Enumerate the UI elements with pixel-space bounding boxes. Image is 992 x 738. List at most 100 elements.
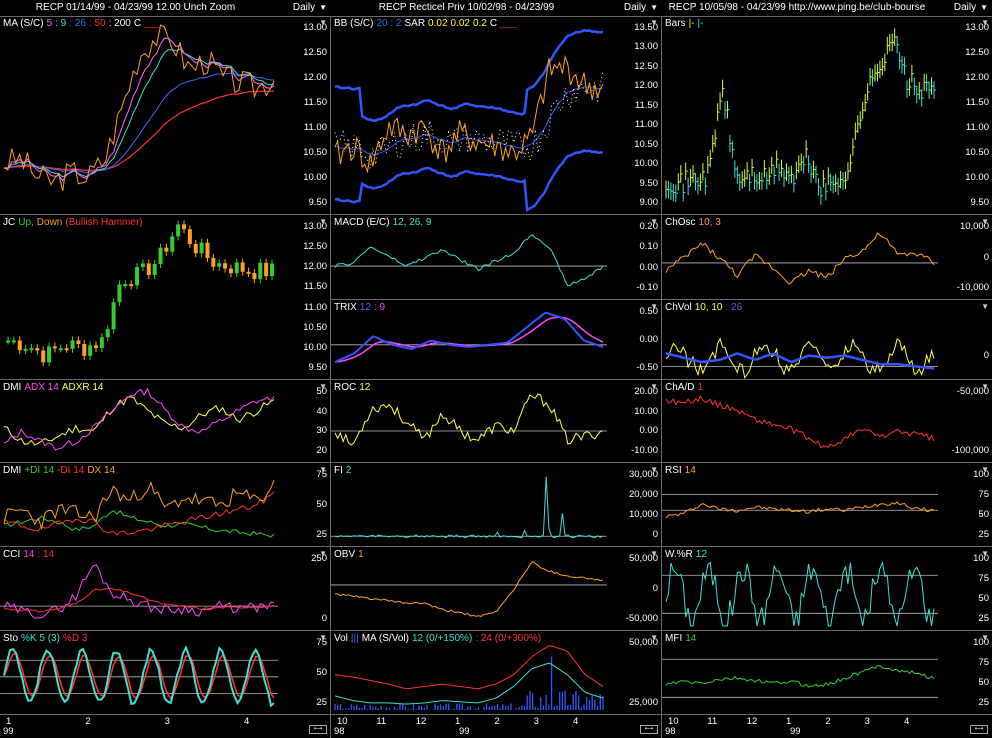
- indicator-legend[interactable]: ChA/D 1: [665, 382, 706, 393]
- panel-menu-arrow-icon[interactable]: ▼: [981, 549, 989, 558]
- legend-text: ADXR 14: [61, 382, 104, 393]
- indicator-panel-bb[interactable]: BB (S/C) 20 : 2 SAR 0.02 0.02 0.2 C ___ ▼ 13.50 13…: [331, 16, 661, 215]
- y-axis-tick-label: 13.00: [965, 22, 989, 33]
- indicator-panel-obv[interactable]: OBV 1 ▼ 50,000 0 -50,000: [331, 547, 661, 631]
- scroll-arrows-icon[interactable]: ⟷: [970, 725, 988, 734]
- indicator-panel-macd[interactable]: MACD (E/C) 12, 26, 9 ▼ 0.20 0.10 0.00 -0.10: [331, 215, 661, 300]
- scroll-arrows-icon[interactable]: ⟷: [640, 725, 658, 734]
- chart-title: RECP Recticel Priv 10/02/98 - 04/23/99: [378, 2, 555, 13]
- indicator-legend[interactable]: OBV 1: [334, 549, 367, 560]
- indicator-legend[interactable]: JC Up, Down (Bullish Hammer): [3, 217, 146, 228]
- panel-menu-arrow-icon[interactable]: ▼: [319, 382, 327, 391]
- panel-menu-arrow-icon[interactable]: ▼: [981, 465, 989, 474]
- indicator-legend[interactable]: Vol ||| MA (S/Vol) 12 (0/+150%): 24 (0/+300…: [334, 633, 544, 644]
- indicator-panel-chad[interactable]: ChA/D 1 ▼ -50,000 -100,000: [662, 380, 992, 463]
- panel-menu-arrow-icon[interactable]: ▼: [650, 382, 658, 391]
- plot-area: [662, 232, 938, 285]
- indicator-panel-candles[interactable]: JC Up, Down (Bullish Hammer) ▼ 13.00 12.50 12.0…: [0, 215, 330, 380]
- indicator-panel-rsi[interactable]: RSI 14 ▼ 100 75 50 25: [662, 463, 992, 547]
- panel-menu-arrow-icon[interactable]: ▼: [981, 18, 989, 27]
- candle-body: [35, 348, 40, 351]
- indicator-panel-di[interactable]: DMI +DI 14 -DI 14 DX 14 ▼ 75 50 25: [0, 463, 330, 547]
- indicator-legend[interactable]: MA (S/C) 5: 9: 26: 50: 200 C ___: [3, 18, 164, 29]
- vol-ma-24-line: [334, 645, 604, 690]
- legend-text: CCI: [3, 549, 21, 560]
- indicator-panel-sto[interactable]: Sto %K 5 (3) %D 3 ▼ 75 50 25: [0, 631, 330, 715]
- period-dropdown[interactable]: Daily ▼: [954, 2, 988, 13]
- chart-title: RECP 01/14/99 - 04/23/99 12.00 Unch Zoom: [35, 2, 236, 13]
- panel-menu-arrow-icon[interactable]: ▼: [650, 18, 658, 27]
- legend-text: C: [133, 18, 142, 29]
- plot-area: [0, 645, 278, 708]
- indicator-panel-mfi[interactable]: MFI 14 ▼ 100 75 50 25: [662, 631, 992, 715]
- period-dropdown[interactable]: Daily ▼: [293, 2, 327, 13]
- panel-menu-arrow-icon[interactable]: ▼: [319, 18, 327, 27]
- y-axis-tick-label: 30: [316, 425, 327, 437]
- indicator-legend[interactable]: TRIX 12: 9: [334, 302, 388, 313]
- indicator-panel-dmi[interactable]: DMI ADX 14 ADXR 14 ▼ 50 40 30 20: [0, 380, 330, 463]
- indicator-legend[interactable]: FI 2: [334, 465, 354, 476]
- y-axis-tick-label: 75: [978, 489, 989, 500]
- dropdown-arrow-icon[interactable]: ▼: [319, 3, 327, 12]
- chart-title-bar[interactable]: RECP 10/05/98 - 04/23/99 http://www.ping…: [662, 0, 992, 17]
- y-axis-tick-label: 10.00: [303, 341, 327, 353]
- indicator-legend[interactable]: MFI 14: [665, 633, 699, 644]
- indicator-panel-cci[interactable]: CCI 14: 14 ▼ 250 0: [0, 547, 330, 631]
- candle-body: [223, 263, 228, 269]
- indicator-legend[interactable]: ChVol 10, 10: 26: [665, 302, 745, 313]
- panel-menu-arrow-icon[interactable]: ▼: [319, 465, 327, 474]
- indicator-panel-fi[interactable]: FI 2 ▼ 30,000 20,000 10,000 0: [331, 463, 661, 547]
- chart-title-bar[interactable]: RECP 01/14/99 - 04/23/99 12.00 Unch Zoom…: [0, 0, 331, 17]
- indicator-panel-price_ma[interactable]: MA (S/C) 5: 9: 26: 50: 200 C ___ ▼ 13.00 12.50…: [0, 16, 330, 215]
- indicator-legend[interactable]: W.%R 12: [665, 549, 710, 560]
- indicator-panel-vol[interactable]: Vol ||| MA (S/Vol) 12 (0/+150%): 24 (0/+300…: [331, 631, 661, 715]
- indicator-legend[interactable]: CCI 14: 14: [3, 549, 57, 560]
- indicator-legend[interactable]: Bars |- |-: [665, 18, 706, 29]
- indicator-legend[interactable]: DMI ADX 14 ADXR 14: [3, 382, 107, 393]
- chart-window-1[interactable]: RECP 01/14/99 - 04/23/99 12.00 Unch Zoom…: [0, 0, 331, 738]
- period-dropdown[interactable]: Daily ▼: [624, 2, 658, 13]
- candle-body: [52, 346, 57, 349]
- indicator-legend[interactable]: MACD (E/C) 12, 26, 9: [334, 217, 434, 228]
- indicator-panel-trix[interactable]: TRIX 12: 9 ▼ 0.50 0.00 -0.50: [331, 300, 661, 380]
- indicator-legend[interactable]: DMI +DI 14 -DI 14 DX 14: [3, 465, 118, 476]
- panel-menu-arrow-icon[interactable]: ▼: [650, 217, 658, 226]
- panel-menu-arrow-icon[interactable]: ▼: [650, 465, 658, 474]
- indicator-panel-chosc[interactable]: ChOsc 10, 3 ▼ 10,000 0 -10,000: [662, 215, 992, 300]
- y-axis-tick-label: 10.50: [303, 147, 327, 158]
- chart-window-3[interactable]: RECP 10/05/98 - 04/23/99 http://www.ping…: [662, 0, 992, 738]
- indicator-legend[interactable]: BB (S/C) 20 : 2 SAR 0.02 0.02 0.2 C ___: [334, 18, 520, 29]
- legend-text: 12: [359, 302, 371, 313]
- dropdown-arrow-icon[interactable]: ▼: [980, 3, 988, 12]
- legend-text: ___: [144, 18, 161, 29]
- panel-menu-arrow-icon[interactable]: ▼: [650, 633, 658, 642]
- candle-body: [264, 262, 269, 277]
- rsi-line: [665, 501, 935, 519]
- panel-menu-arrow-icon[interactable]: ▼: [981, 633, 989, 642]
- candle-body: [105, 329, 110, 338]
- legend-text: FI: [334, 465, 343, 476]
- panel-menu-arrow-icon[interactable]: ▼: [981, 217, 989, 226]
- panel-menu-arrow-icon[interactable]: ▼: [981, 382, 989, 391]
- indicator-legend[interactable]: ChOsc 10, 3: [665, 217, 724, 228]
- y-axis-tick-label: 0: [983, 251, 989, 263]
- chart-title-bar[interactable]: RECP Recticel Priv 10/02/98 - 04/23/99 Da…: [331, 0, 662, 17]
- indicator-legend[interactable]: RSI 14: [665, 465, 699, 476]
- panel-menu-arrow-icon[interactable]: ▼: [319, 217, 327, 226]
- scroll-arrows-icon[interactable]: ⟷: [309, 725, 327, 734]
- plot-area: [662, 337, 938, 379]
- indicator-panel-roc[interactable]: ROC 12 ▼ 20.00 10.00 0.00 -10.00: [331, 380, 661, 463]
- indicator-panel-bars[interactable]: Bars |- |- ▼ 13.00 12.50 12.00 11.50 11.00 10.50 1…: [662, 16, 992, 215]
- indicator-legend[interactable]: Sto %K 5 (3) %D 3: [3, 633, 90, 644]
- legend-text: : 9: [55, 18, 67, 29]
- chart-window-2[interactable]: RECP Recticel Priv 10/02/98 - 04/23/99 Da…: [331, 0, 662, 738]
- indicator-panel-wr[interactable]: W.%R 12 ▼ 100 75 50 25: [662, 547, 992, 631]
- panel-menu-arrow-icon[interactable]: ▼: [650, 549, 658, 558]
- panel-menu-arrow-icon[interactable]: ▼: [319, 549, 327, 558]
- panel-menu-arrow-icon[interactable]: ▼: [981, 302, 989, 311]
- panel-menu-arrow-icon[interactable]: ▼: [319, 633, 327, 642]
- dropdown-arrow-icon[interactable]: ▼: [650, 3, 658, 12]
- indicator-panel-chvol[interactable]: ChVol 10, 10: 26 ▼ 0: [662, 300, 992, 380]
- indicator-legend[interactable]: ROC 12: [334, 382, 373, 393]
- panel-menu-arrow-icon[interactable]: ▼: [650, 302, 658, 311]
